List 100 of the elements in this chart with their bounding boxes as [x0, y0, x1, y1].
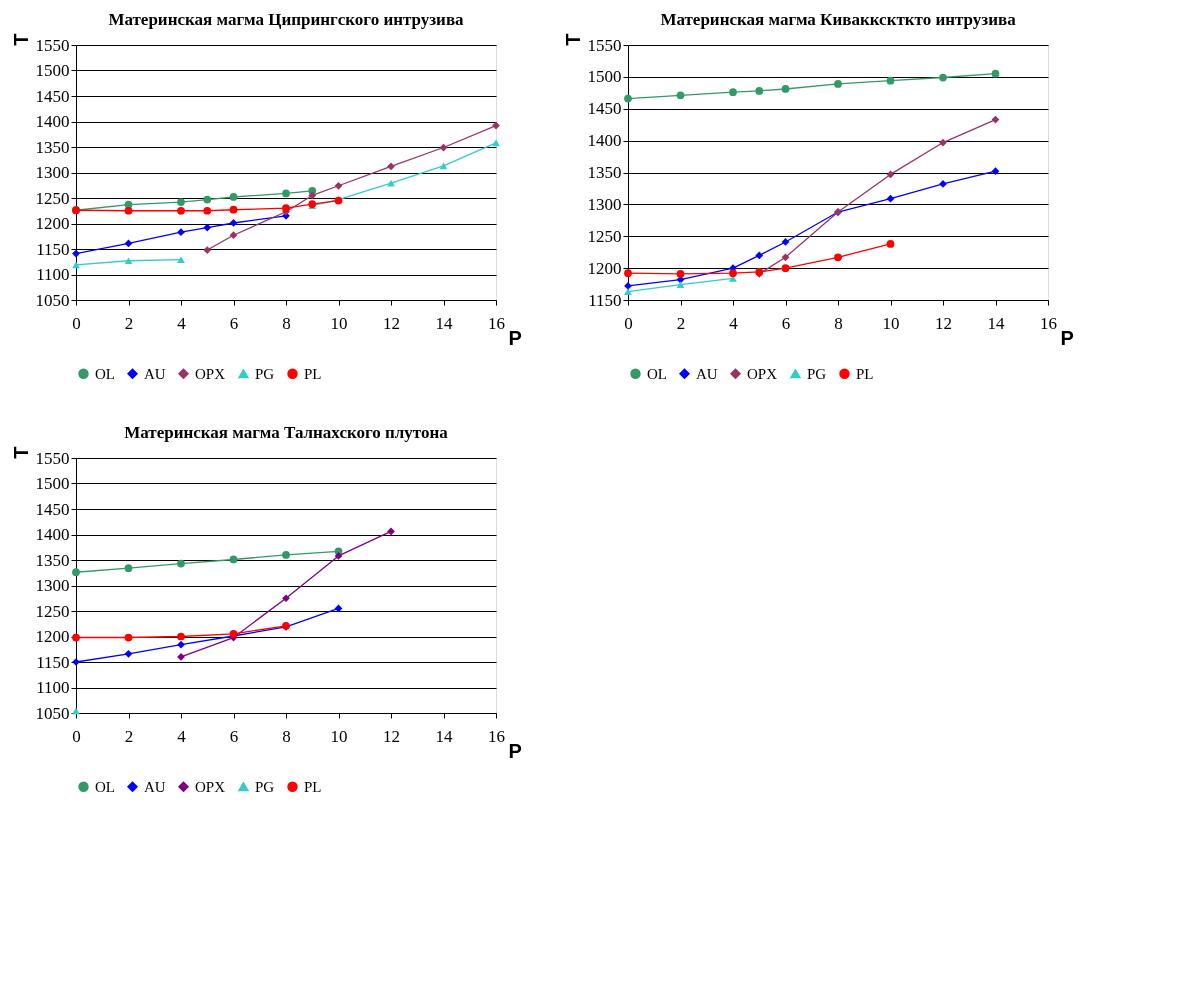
x-tick-label: 8: [282, 726, 291, 746]
x-tick-label: 10: [330, 726, 348, 746]
point: [624, 288, 632, 296]
y-tick-label: 1200: [587, 258, 622, 278]
point: [229, 205, 238, 214]
point: [676, 281, 685, 289]
y-axis-title: T: [561, 33, 584, 46]
point: [886, 76, 895, 85]
y-tick-label: 1450: [587, 99, 622, 119]
point: [387, 179, 395, 187]
point: [72, 568, 80, 577]
legend-label: OL: [95, 778, 115, 795]
x-tick-label: 12: [935, 313, 952, 333]
y-tick-label: 1500: [587, 67, 622, 87]
y-tick-label: 1350: [35, 137, 70, 157]
legend-label: OPX: [195, 365, 226, 382]
y-tick-label: 1300: [587, 194, 622, 214]
point: [229, 231, 238, 240]
point: [755, 251, 764, 260]
y-tick-label: 1300: [35, 163, 70, 182]
x-axis-title: P: [508, 326, 522, 349]
y-tick-label: 1500: [35, 474, 70, 493]
legend-label: PG: [807, 365, 827, 382]
point: [229, 219, 238, 227]
point: [834, 253, 842, 262]
x-tick-label: 12: [383, 313, 400, 333]
y-tick-label: 1300: [35, 576, 70, 595]
chart-title: Материнская магма Талнахского плутона: [124, 423, 449, 442]
legend-label: OL: [647, 365, 667, 382]
point: [781, 253, 790, 262]
point: [203, 223, 212, 232]
x-tick-label: 12: [383, 726, 400, 746]
y-tick-label: 1200: [35, 627, 70, 646]
legend-label: PL: [304, 365, 322, 382]
point: [624, 94, 632, 103]
x-tick-label: 4: [729, 313, 739, 333]
point: [991, 69, 1000, 78]
x-tick-label: 16: [1040, 313, 1057, 333]
legend-label: PL: [856, 365, 874, 382]
y-tick-label: 1200: [35, 214, 70, 233]
x-tick-label: 0: [624, 313, 633, 333]
point: [229, 555, 238, 564]
y-tick-label: 1350: [587, 163, 622, 182]
x-axis-title: P: [1060, 326, 1074, 349]
y-tick-label: 1550: [35, 448, 70, 468]
point: [939, 73, 947, 82]
point: [124, 633, 133, 642]
y-tick-label: 1350: [35, 550, 70, 570]
point: [729, 269, 737, 278]
point: [282, 189, 290, 198]
x-tick-label: 10: [330, 313, 348, 333]
y-tick-label: 1150: [588, 290, 622, 310]
point: [334, 552, 343, 560]
y-tick-label: 1450: [35, 86, 70, 106]
legend-label: PG: [255, 365, 275, 382]
y-tick-label: 1500: [35, 61, 70, 80]
point: [781, 85, 790, 93]
x-tick-label: 8: [834, 313, 843, 333]
x-tick-label: 2: [124, 313, 134, 333]
point: [124, 206, 133, 215]
point: [991, 167, 1000, 176]
y-tick-label: 1250: [587, 226, 622, 246]
point: [755, 87, 764, 95]
y-tick-label: 1400: [587, 131, 622, 151]
point: [492, 121, 500, 130]
x-tick-label: 10: [882, 313, 900, 333]
x-axis-title: P: [508, 739, 522, 762]
point: [124, 564, 133, 573]
point: [177, 559, 185, 568]
point: [177, 206, 185, 215]
point: [781, 238, 790, 246]
legend-label: OL: [95, 365, 115, 382]
x-tick-label: 14: [987, 313, 1005, 333]
point: [387, 162, 395, 171]
point: [177, 632, 185, 641]
point: [387, 527, 395, 536]
chart-title: Материнская магма Киваккскткто интрузива: [660, 10, 1017, 29]
x-tick-label: 0: [72, 313, 81, 333]
legend-label: PG: [255, 778, 275, 795]
x-tick-label: 4: [177, 726, 187, 746]
x-tick-label: 8: [282, 313, 291, 333]
point: [492, 139, 500, 147]
y-tick-label: 1550: [587, 35, 622, 55]
legend-label: AU: [144, 365, 166, 382]
y-tick-label: 1050: [35, 290, 70, 310]
x-tick-label: 6: [229, 726, 239, 746]
y-tick-label: 1100: [36, 678, 70, 697]
x-tick-label: 6: [781, 313, 791, 333]
point: [939, 138, 947, 147]
legend-label: PL: [304, 778, 322, 795]
x-tick-label: 4: [177, 313, 187, 333]
point: [72, 261, 80, 269]
point: [203, 206, 212, 215]
point: [886, 240, 895, 248]
y-tick-label: 1050: [35, 703, 70, 723]
point: [282, 551, 290, 559]
y-tick-label: 1150: [36, 652, 70, 672]
y-tick-label: 1450: [35, 499, 70, 519]
y-tick-label: 1250: [35, 188, 70, 208]
y-tick-label: 1250: [35, 601, 70, 621]
